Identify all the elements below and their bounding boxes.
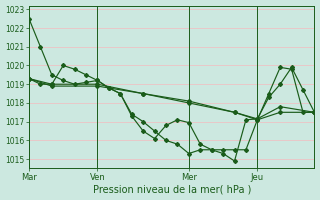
X-axis label: Pression niveau de la mer( hPa ): Pression niveau de la mer( hPa ) — [92, 184, 251, 194]
